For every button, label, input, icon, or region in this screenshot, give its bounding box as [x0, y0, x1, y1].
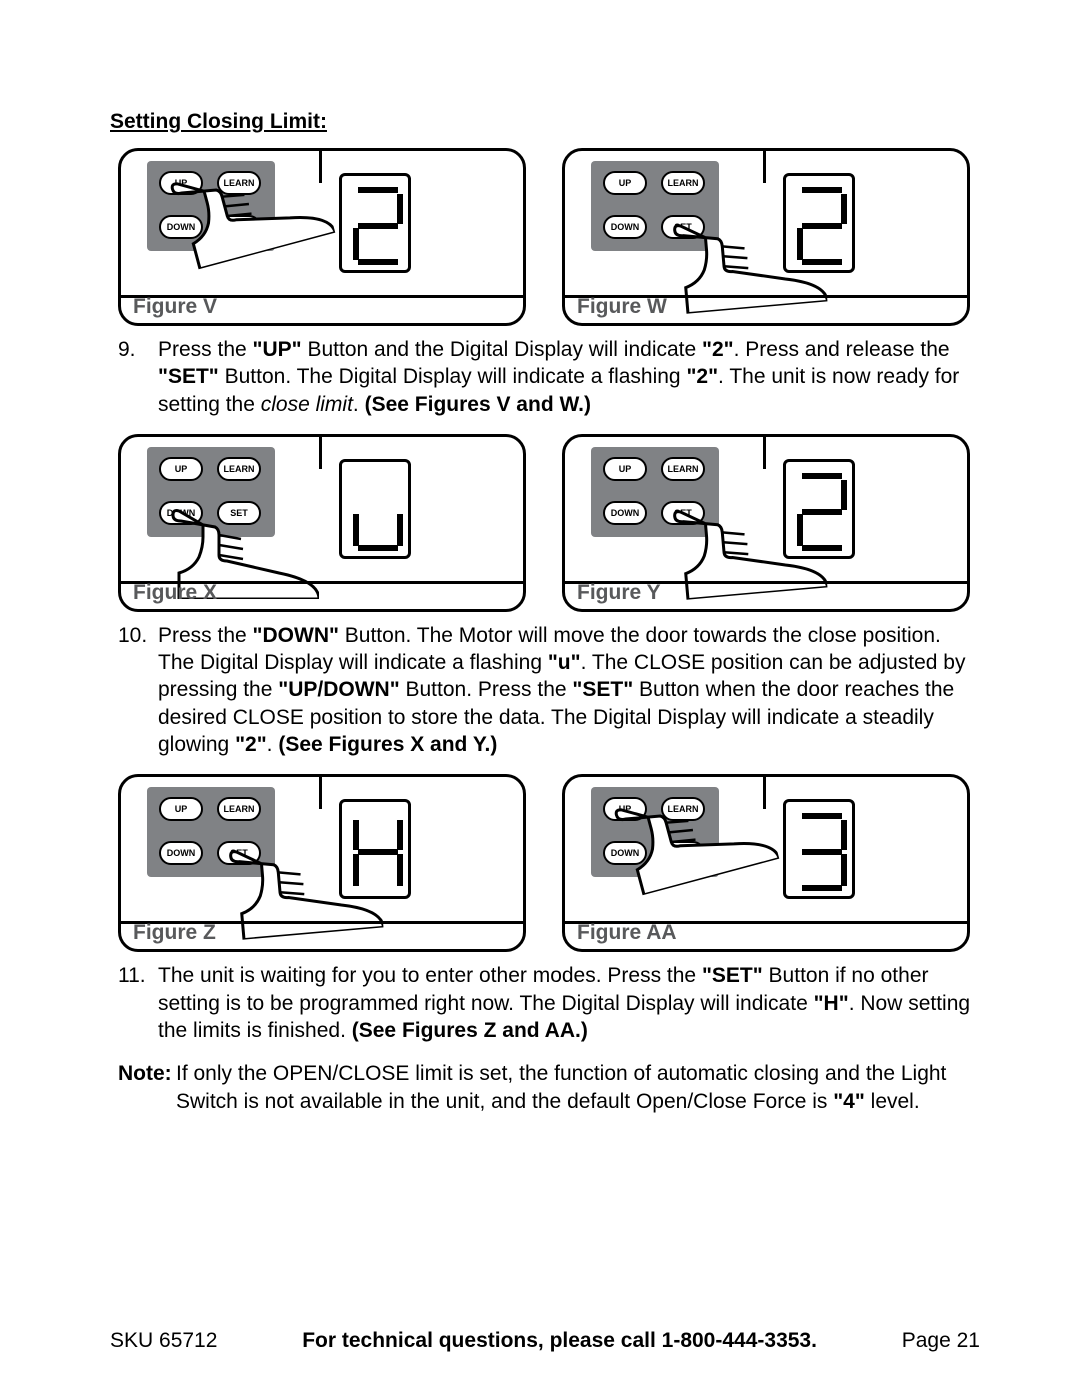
- figure-caption: Figure V: [133, 295, 217, 319]
- step-note-label: Note:: [118, 1060, 176, 1115]
- footer-page: Page 21: [902, 1329, 980, 1353]
- figure-caption: Figure X: [133, 581, 217, 605]
- figure-row-zaa: UPLEARNDOWNSET Figure Z UPLEARNDOWNSET F…: [118, 774, 980, 952]
- down-button: DOWN: [603, 215, 647, 239]
- up-button: UP: [159, 457, 203, 481]
- step-9-number: 9.: [118, 336, 158, 418]
- figure-w: UPLEARNDOWNSET Figure W: [562, 148, 970, 326]
- learn-button: LEARN: [217, 797, 261, 821]
- figure-caption: Figure Z: [133, 921, 216, 945]
- step-9-body: Press the "UP" Button and the Digital Di…: [158, 336, 980, 418]
- step-10-number: 10.: [118, 622, 158, 758]
- step-10-body: Press the "DOWN" Button. The Motor will …: [158, 622, 980, 758]
- section-title: Setting Closing Limit:: [110, 110, 980, 134]
- step-11-number: 11.: [118, 962, 158, 1044]
- figure-caption: Figure W: [577, 295, 667, 319]
- step-11-body: The unit is waiting for you to enter oth…: [158, 962, 980, 1044]
- figure-caption: Figure Y: [577, 581, 661, 605]
- page-footer: SKU 65712 For technical questions, pleas…: [110, 1329, 980, 1353]
- figure-z: UPLEARNDOWNSET Figure Z: [118, 774, 526, 952]
- digital-display: [339, 459, 411, 559]
- figure-y: UPLEARNDOWNSET Figure Y: [562, 434, 970, 612]
- step-11: 11. The unit is waiting for you to enter…: [118, 962, 980, 1044]
- down-button: DOWN: [159, 841, 203, 865]
- step-note: Note: If only the OPEN/CLOSE limit is se…: [118, 1060, 980, 1115]
- step-9: 9. Press the "UP" Button and the Digital…: [118, 336, 980, 418]
- figure-v: UPLEARNDOWNSET Figure V: [118, 148, 526, 326]
- figure-caption: Figure AA: [577, 921, 677, 945]
- figure-row-xy: UPLEARNDOWNSET Figure X UPLEARNDOWNSET F…: [118, 434, 980, 612]
- digital-display: [339, 173, 411, 273]
- up-button: UP: [159, 797, 203, 821]
- figure-x: UPLEARNDOWNSET Figure X: [118, 434, 526, 612]
- digital-display: [783, 799, 855, 899]
- learn-button: LEARN: [661, 171, 705, 195]
- figure-row-vw: UPLEARNDOWNSET Figure V UPLEARNDOWNSET F…: [118, 148, 980, 326]
- up-button: UP: [603, 171, 647, 195]
- up-button: UP: [603, 457, 647, 481]
- figure-aa: UPLEARNDOWNSET Figure AA: [562, 774, 970, 952]
- down-button: DOWN: [603, 501, 647, 525]
- learn-button: LEARN: [661, 457, 705, 481]
- step-10: 10. Press the "DOWN" Button. The Motor w…: [118, 622, 980, 758]
- footer-phone: For technical questions, please call 1-8…: [302, 1329, 817, 1353]
- step-note-body: If only the OPEN/CLOSE limit is set, the…: [176, 1060, 980, 1115]
- learn-button: LEARN: [217, 457, 261, 481]
- footer-sku: SKU 65712: [110, 1329, 217, 1353]
